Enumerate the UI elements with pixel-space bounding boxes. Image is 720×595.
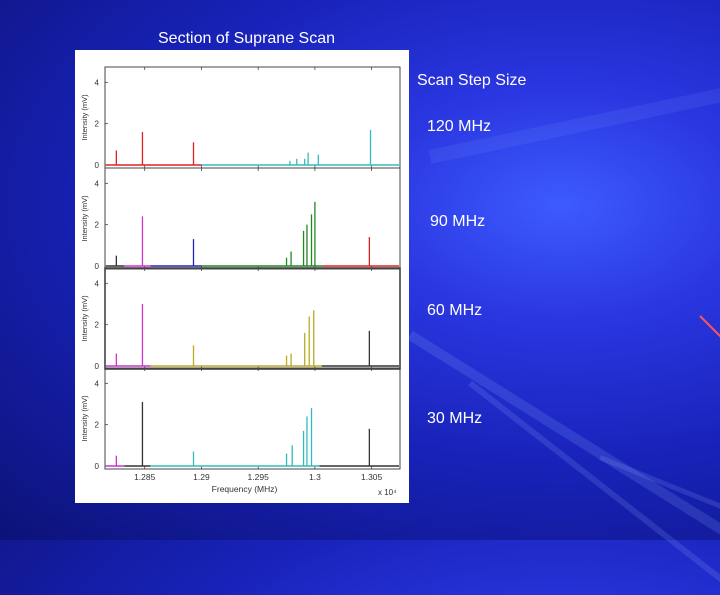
x-tick-label: 1.295 [248,472,270,482]
step-label-120: 120 MHz [427,118,492,135]
y-tick-label: 0 [95,362,100,371]
y-tick-label: 4 [95,179,100,188]
x-tick-label: 1.305 [361,472,383,482]
y-tick-label: 2 [95,120,100,129]
y-tick-label: 2 [95,221,100,230]
y-tick-label: 0 [95,462,100,471]
background-streak [407,330,720,562]
spectra-figure: 0 2 4 Intensity (mV) 0 2 4 Intensity (mV) 0 2 4 Int… [75,50,409,503]
x-tick-label: 1.29 [193,472,210,482]
y-tick-label: 4 [95,78,100,87]
x-tick-label: 1.3 [309,472,321,482]
step-label-30: 30 MHz [427,410,483,427]
y-axis-label: Intensity (mV) [80,395,89,442]
slide-title: Section of Suprane Scan [158,30,336,47]
y-axis-label: Intensity (mV) [80,195,89,242]
x-axis-exponent: x 10⁴ [378,488,397,497]
x-axis-label: Frequency (MHz) [212,484,278,494]
step-label-90: 90 MHz [430,213,486,230]
y-tick-label: 4 [95,279,100,288]
y-tick-label: 2 [95,421,100,430]
panel-frame [104,167,401,270]
y-axis-label: Intensity (mV) [80,295,89,342]
panel-frame [104,367,401,470]
x-tick-label: 1.285 [134,472,156,482]
y-tick-label: 0 [95,161,100,170]
panel-frame [104,267,401,370]
y-tick-label: 4 [95,379,100,388]
y-tick-label: 2 [95,321,100,330]
panel-frame [104,66,401,169]
step-size-heading: Scan Step Size [417,72,527,89]
accent-line [699,315,720,338]
y-tick-label: 0 [95,262,100,271]
step-label-60: 60 MHz [427,302,483,319]
spectra-chart: 0 2 4 Intensity (mV) 0 2 4 Intensity (mV) 0 2 4 Int… [80,66,401,497]
y-axis-label: Intensity (mV) [80,94,89,141]
